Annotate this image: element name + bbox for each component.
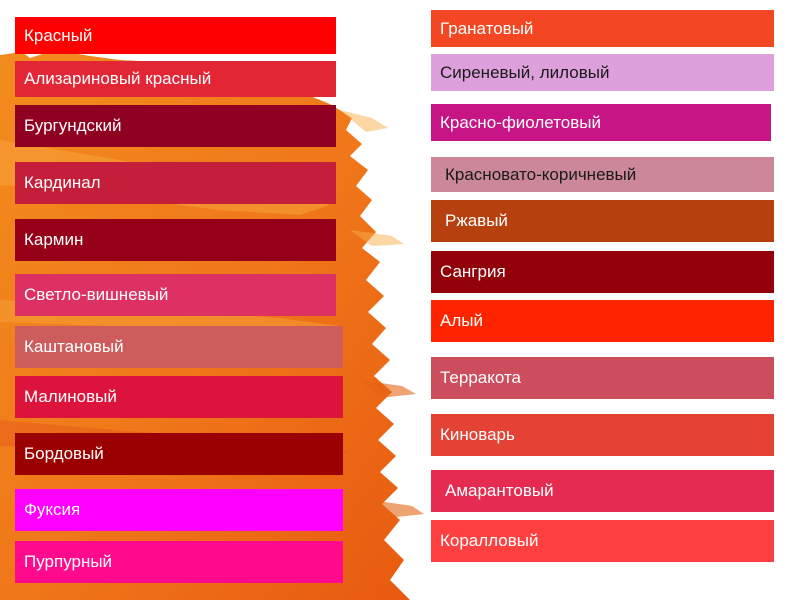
color-swatch-label: Малиновый	[24, 387, 117, 406]
color-swatch-label: Ализариновый красный	[24, 69, 212, 88]
color-swatch-label: Пурпурный	[24, 552, 113, 571]
color-swatch-label: Бургундский	[24, 116, 122, 135]
color-swatch-left-column-10: Фуксия	[15, 489, 343, 531]
color-swatch-label: Красновато-коричневый	[445, 164, 637, 184]
color-swatch-right-column-10: Амарантовый	[431, 470, 774, 512]
color-swatch-right-column-9: Киноварь	[431, 414, 774, 456]
color-swatch-label: Фуксия	[24, 500, 81, 519]
color-swatch-label: Красно-фиолетовый	[440, 112, 601, 132]
color-swatch-label: Сангрия	[440, 262, 506, 281]
color-swatch-label: Амарантовый	[445, 481, 554, 500]
color-swatch-right-column-1: Гранатовый	[431, 10, 774, 47]
color-swatch-left-column-11: Пурпурный	[15, 541, 343, 583]
color-swatch-label: Киноварь	[440, 425, 515, 444]
color-swatch-left-column-1: Красный	[15, 17, 336, 54]
color-swatch-right-column-2: Сиреневый, лиловый	[431, 54, 774, 91]
color-swatch-label: Ржавый	[445, 211, 508, 230]
color-swatch-label: Кардинал	[24, 173, 101, 192]
color-swatch-left-column-8: Малиновый	[15, 376, 343, 418]
color-swatch-label: Светло-вишневый	[24, 285, 169, 304]
color-swatch-right-column-11: Коралловый	[431, 520, 774, 562]
color-swatch-right-column-6: Сангрия	[431, 251, 774, 293]
color-swatch-right-column-5: Ржавый	[431, 200, 774, 242]
color-swatch-left-column-4: Кардинал	[15, 162, 336, 204]
color-swatch-right-column-4: Красновато-коричневый	[431, 157, 774, 192]
color-swatch-left-column-2: Ализариновый красный	[15, 61, 336, 97]
color-swatch-left-column-7: Каштановый	[15, 326, 343, 368]
color-swatch-label: Алый	[440, 311, 483, 330]
color-swatch-right-column-7: Алый	[431, 300, 774, 342]
color-swatch-label: Сиреневый, лиловый	[440, 62, 610, 82]
color-swatch-label: Кармин	[24, 230, 84, 249]
color-swatch-left-column-6: Светло-вишневый	[15, 274, 336, 316]
color-swatch-label: Гранатовый	[440, 18, 534, 38]
color-swatch-right-column-8: Терракота	[431, 357, 774, 399]
color-swatch-right-column-3: Красно-фиолетовый	[431, 104, 771, 141]
color-swatch-label: Каштановый	[24, 337, 124, 356]
color-swatch-label: Терракота	[440, 368, 522, 387]
color-swatch-label: Бордовый	[24, 444, 104, 463]
color-swatch-left-column-3: Бургундский	[15, 105, 336, 147]
color-swatch-label: Коралловый	[440, 531, 539, 550]
color-swatch-left-column-9: Бордовый	[15, 433, 343, 475]
color-swatch-left-column-5: Кармин	[15, 219, 336, 261]
color-swatch-label: Красный	[24, 25, 93, 45]
